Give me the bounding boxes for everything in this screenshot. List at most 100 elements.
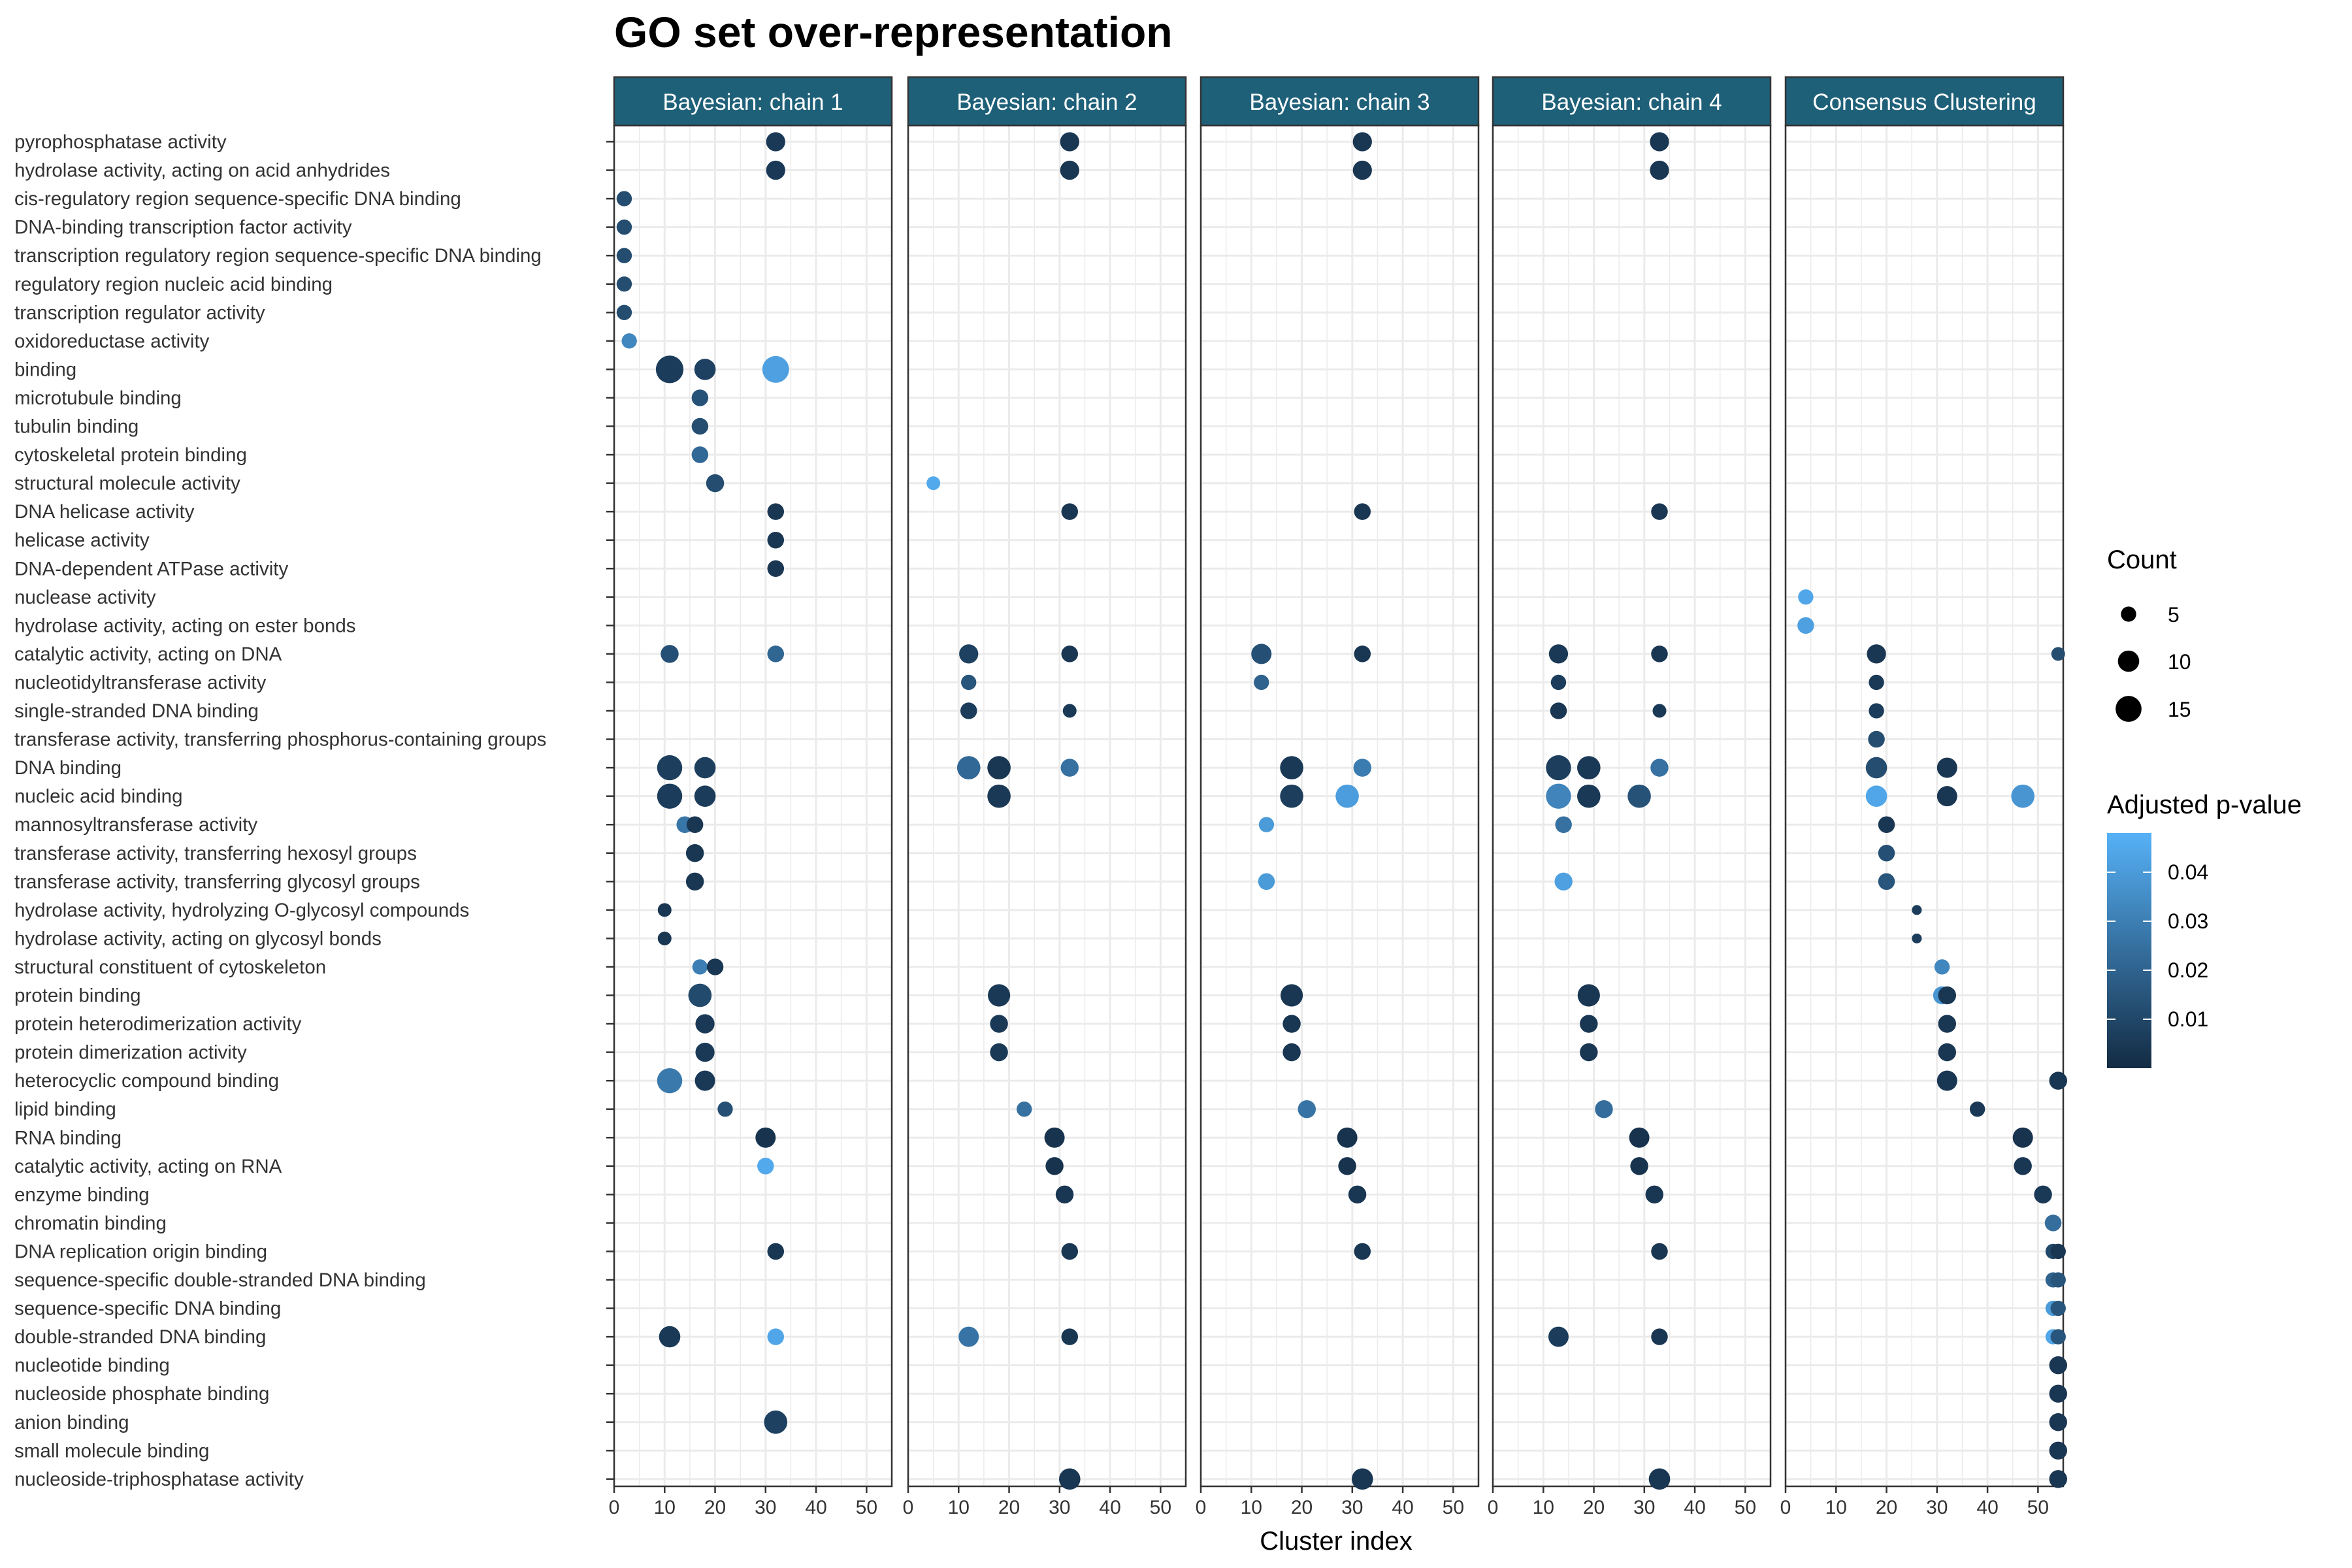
data-point — [762, 355, 789, 383]
data-point — [1548, 644, 1569, 664]
pvalue-colorbar-labels: 0.01 0.02 0.03 0.04 — [2107, 860, 2208, 1031]
legend-pvalue-label: 0.03 — [2168, 909, 2208, 933]
y-tick-label: chromatin binding — [14, 1213, 167, 1234]
size-legend: 5 10 15 — [2115, 603, 2191, 722]
data-point — [1936, 786, 1957, 807]
y-tick-label: cytoskeletal protein binding — [14, 444, 247, 466]
data-point — [990, 1043, 1008, 1062]
data-point — [2014, 1157, 2032, 1175]
y-tick-label: structural constituent of cytoskeleton — [14, 956, 326, 978]
data-point — [1865, 757, 1887, 779]
y-tick-label: transferase activity, transferring glyco… — [14, 871, 420, 892]
data-point — [960, 702, 977, 719]
data-point — [1630, 1157, 1648, 1175]
data-point — [764, 1410, 788, 1434]
facet-strip — [1200, 76, 1480, 127]
y-tick-label: lipid binding — [14, 1099, 116, 1120]
data-point — [987, 756, 1011, 779]
data-point — [926, 476, 941, 491]
y-tick-label: protein binding — [14, 985, 141, 1007]
x-tick-label: 0 — [1780, 1497, 1791, 1518]
y-tick-label: hydrolase activity, acting on glycosyl b… — [14, 928, 382, 949]
data-point — [1651, 645, 1668, 662]
data-point — [961, 674, 977, 691]
y-tick-label: hydrolase activity, hydrolyzing O-glycos… — [14, 900, 469, 921]
y-tick-label: transferase activity, transferring phosp… — [14, 729, 546, 751]
data-point — [1650, 759, 1669, 777]
x-tick-label: 40 — [1684, 1497, 1705, 1518]
data-point — [1869, 674, 1884, 691]
x-tick-label: 50 — [1150, 1497, 1171, 1518]
x-tick-label: 50 — [2027, 1497, 2049, 1518]
data-point — [1251, 644, 1272, 664]
facet-strip — [1784, 76, 2065, 127]
data-point — [694, 359, 716, 380]
y-tick-label: protein heterodimerization activity — [14, 1013, 302, 1035]
data-point — [1298, 1100, 1316, 1119]
legend-size-key — [2115, 696, 2142, 722]
facet-strip-label: Bayesian: chain 4 — [1541, 90, 1722, 115]
y-tick-label: nucleotide binding — [14, 1355, 170, 1377]
y-tick-label: microtubule binding — [14, 387, 182, 409]
legend-pvalue-label: 0.04 — [2168, 860, 2208, 884]
data-point — [1934, 959, 1950, 975]
y-tick-label: hydrolase activity, acting on ester bond… — [14, 615, 356, 636]
data-point — [2044, 1215, 2062, 1232]
data-point — [1629, 1127, 1650, 1148]
data-point — [692, 959, 708, 975]
data-point — [767, 1328, 785, 1345]
data-point — [1878, 816, 1895, 833]
y-tick-label: cis-regulatory region sequence-specific … — [14, 188, 461, 210]
y-tick-label: nucleic acid binding — [14, 786, 182, 808]
data-point — [1062, 704, 1077, 718]
facet-strip-label: Bayesian: chain 2 — [956, 90, 1137, 115]
y-tick-label: DNA binding — [14, 757, 122, 779]
data-point — [688, 983, 712, 1007]
legend-size-label: 10 — [2168, 650, 2191, 674]
y-tick-label: DNA helicase activity — [14, 501, 195, 523]
y-tick-label: regulatory region nucleic acid binding — [14, 274, 333, 295]
y-tick-label: oxidoreductase activity — [14, 331, 210, 352]
data-point — [1354, 645, 1371, 662]
x-tick-label: 30 — [755, 1497, 776, 1518]
x-tick-label: 0 — [1488, 1497, 1499, 1518]
data-point — [1352, 132, 1372, 152]
data-point — [1878, 873, 1895, 890]
facet-strip — [907, 76, 1187, 127]
data-point — [616, 191, 632, 206]
data-point — [988, 984, 1011, 1007]
facet-strip-label: Bayesian: chain 1 — [662, 90, 843, 115]
y-tick-label: hydrolase activity, acting on acid anhyd… — [14, 160, 390, 182]
data-point — [694, 785, 716, 807]
data-point — [1548, 1326, 1569, 1347]
data-point — [1577, 984, 1600, 1007]
data-point — [1580, 1043, 1598, 1062]
data-point — [691, 417, 709, 435]
y-tick-label: enzyme binding — [14, 1184, 150, 1205]
data-point — [767, 645, 785, 662]
x-tick-label: 0 — [1196, 1497, 1207, 1518]
data-point — [1550, 702, 1567, 719]
x-tick-label: 20 — [1291, 1497, 1313, 1518]
data-point — [694, 1070, 715, 1091]
data-point — [2049, 1413, 2068, 1431]
data-point — [691, 446, 709, 463]
data-point — [958, 1326, 979, 1347]
data-point — [1869, 703, 1884, 719]
data-point — [685, 872, 704, 891]
data-point — [1645, 1185, 1664, 1204]
data-point — [616, 219, 632, 235]
data-point — [691, 389, 709, 406]
y-tick-label: helicase activity — [14, 530, 150, 551]
data-point — [1651, 503, 1668, 520]
data-point — [1938, 1043, 1957, 1062]
data-point — [1627, 784, 1651, 808]
data-point — [1258, 873, 1275, 890]
data-point — [1936, 757, 1957, 778]
y-tick-label: tubulin binding — [14, 416, 139, 438]
y-tick-label: nucleoside phosphate binding — [14, 1383, 269, 1405]
term-labels: pyrophosphatase activity hydrolase activi… — [14, 131, 614, 1490]
data-point — [1061, 1243, 1079, 1260]
